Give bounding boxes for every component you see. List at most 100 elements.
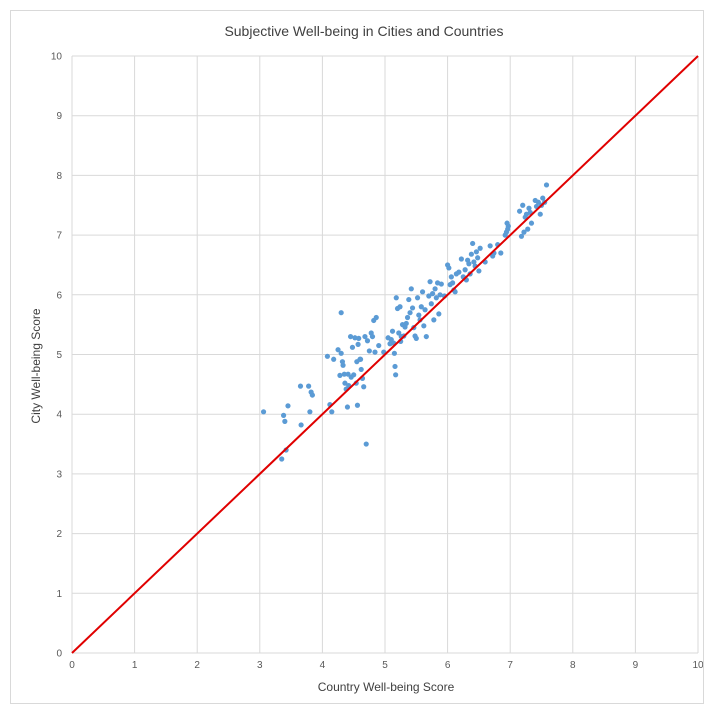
y-tick-labels: 0 1 2 3 4 5 6 7 8 9 10: [51, 52, 63, 660]
x-tick-labels: 0 1 2 3 4 5 6 7 8 9 10: [69, 660, 703, 671]
x-tick-label: 5: [382, 660, 388, 671]
reference-line-layer: [71, 55, 699, 654]
data-point: [419, 289, 426, 295]
data-point: [356, 335, 362, 341]
data-point: [362, 333, 368, 340]
data-point: [458, 256, 464, 262]
x-tick-label: 10: [692, 660, 703, 671]
data-point: [391, 350, 397, 356]
data-point: [354, 402, 361, 408]
data-point: [338, 310, 344, 316]
data-point: [285, 403, 291, 409]
data-point: [452, 289, 458, 295]
x-axis-title: Country Well-being Score: [318, 680, 455, 694]
data-point: [309, 392, 315, 398]
data-point: [347, 333, 354, 340]
data-point: [366, 348, 372, 354]
data-point: [373, 314, 379, 321]
data-point: [355, 341, 361, 347]
y-axis-title: City Well-being Score: [29, 308, 43, 423]
data-point: [324, 353, 331, 359]
y-tick-label: 2: [56, 529, 62, 540]
data-point: [357, 356, 364, 362]
data-point: [450, 280, 456, 286]
data-point: [364, 338, 371, 344]
y-tick-label: 3: [56, 469, 62, 480]
data-point: [403, 320, 409, 327]
data-point: [337, 372, 343, 378]
y-tick-label: 9: [56, 111, 62, 122]
data-point: [282, 418, 288, 424]
x-tick-label: 4: [320, 660, 326, 671]
gridlines: [71, 55, 699, 654]
data-point: [528, 220, 535, 226]
y-tick-label: 7: [56, 231, 62, 242]
data-point: [331, 356, 337, 362]
data-point: [414, 295, 421, 301]
data-point: [351, 372, 357, 378]
data-point: [498, 250, 504, 256]
y-tick-label: 6: [56, 290, 62, 301]
x-tick-label: 3: [257, 660, 263, 671]
data-point: [413, 335, 419, 341]
data-point: [470, 240, 476, 247]
data-point: [389, 328, 396, 334]
data-point: [349, 344, 356, 350]
data-point: [477, 245, 483, 251]
scatter-points: [260, 182, 550, 462]
data-point: [342, 380, 348, 386]
y-tick-label: 5: [56, 350, 62, 361]
data-point: [446, 265, 452, 271]
data-point: [392, 363, 398, 370]
data-point: [426, 293, 432, 299]
data-point: [427, 279, 433, 285]
data-point: [505, 223, 511, 229]
data-point: [329, 409, 335, 415]
data-point: [416, 312, 422, 318]
data-point: [520, 202, 526, 208]
data-point: [279, 456, 285, 462]
x-tick-label: 2: [194, 660, 200, 671]
data-point: [307, 409, 313, 415]
data-point: [393, 295, 399, 301]
data-point: [431, 317, 437, 323]
data-point: [466, 261, 472, 267]
data-point: [471, 259, 477, 265]
y-tick-label: 0: [56, 649, 62, 660]
data-point: [363, 441, 369, 447]
y-tick-label: 1: [56, 589, 62, 600]
data-point: [476, 268, 482, 274]
data-point: [376, 342, 382, 349]
data-point: [475, 255, 481, 261]
y-tick-label: 8: [56, 171, 62, 182]
data-point: [335, 347, 341, 353]
data-point: [407, 310, 413, 316]
data-point: [432, 286, 438, 292]
data-point: [487, 243, 493, 249]
x-tick-label: 6: [445, 660, 451, 671]
data-point: [297, 383, 304, 389]
data-point: [306, 383, 312, 389]
data-point: [338, 350, 344, 356]
data-point: [340, 362, 346, 368]
data-point: [438, 281, 444, 287]
data-point: [408, 286, 414, 292]
data-point: [421, 323, 427, 329]
scatter-chart: 0 1 2 3 4 5 6 7 8 9 10 0 1 2 3 4 5 6 7 8 9 10 Subjective Wel…: [29, 23, 703, 694]
x-tick-label: 7: [507, 660, 513, 671]
data-point: [526, 205, 532, 211]
data-point: [525, 226, 531, 232]
data-point: [298, 422, 304, 428]
x-tick-label: 8: [570, 660, 576, 671]
data-point: [280, 412, 287, 418]
data-point: [540, 195, 546, 201]
y-tick-label: 10: [51, 52, 63, 63]
data-point: [344, 404, 351, 410]
data-point: [516, 208, 523, 214]
data-point: [437, 292, 443, 298]
data-point: [543, 182, 550, 188]
data-point: [473, 249, 479, 255]
data-point: [260, 409, 267, 415]
data-point: [448, 274, 454, 280]
chart-title: Subjective Well-being in Cities and Coun…: [224, 23, 503, 39]
